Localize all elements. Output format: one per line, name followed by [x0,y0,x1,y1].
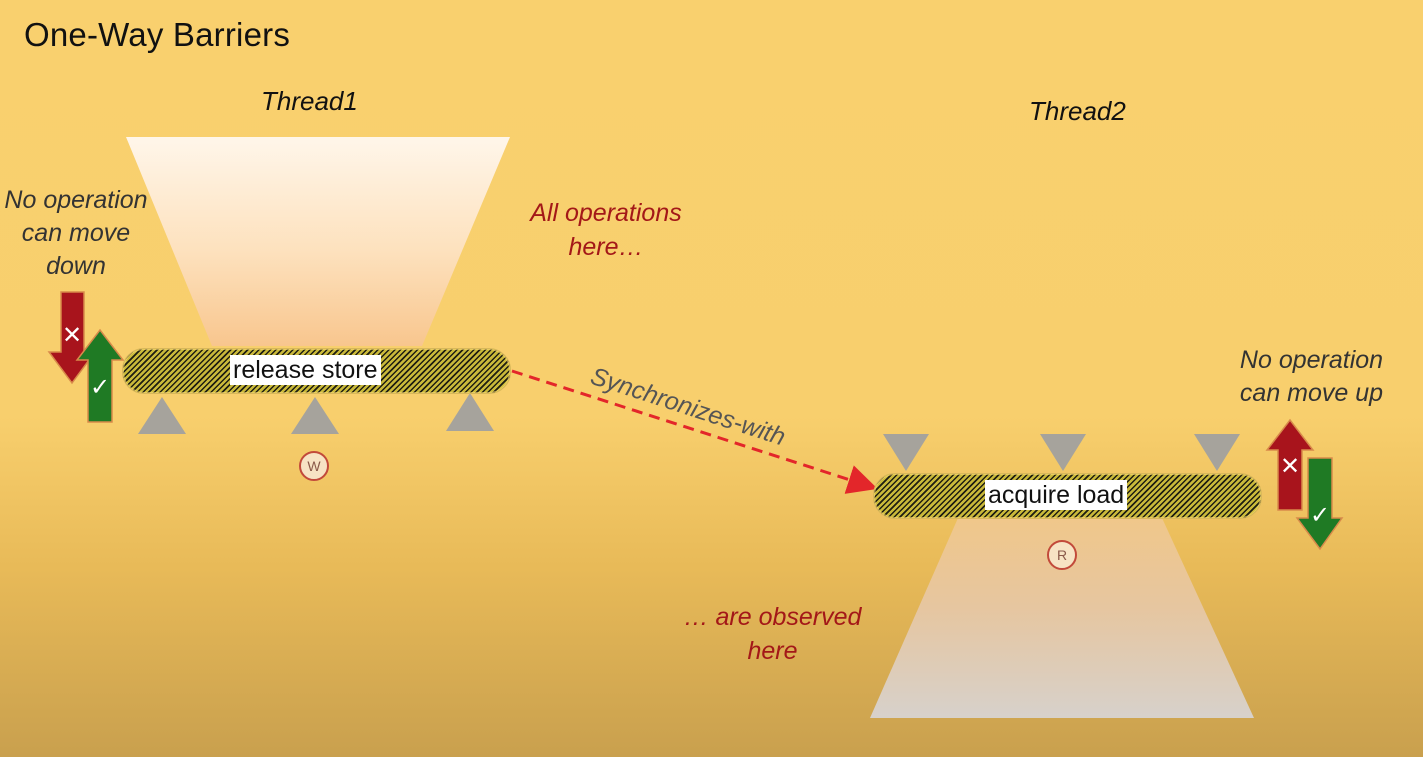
observed-line1: … are observed [683,603,862,631]
thread2-check-icon: ✓ [1310,501,1330,529]
thread2-label: Thread2 [1029,96,1126,126]
thread2-triangle-left [883,434,929,471]
acquire-load-label: acquire load [985,480,1128,510]
thread2-triangle-right [1194,434,1240,471]
thread2-down-arrow-allowed [1295,457,1344,551]
thread1-up-arrow-allowed [75,328,125,423]
thread2-funnel [870,518,1254,718]
thread2-rule-note: No operation can move up [1239,346,1384,407]
observed-line2: here [747,637,798,665]
thread1-check-icon: ✓ [90,373,110,401]
read-marker: R [1047,540,1077,570]
write-marker: W [299,451,329,481]
sync-arrow [511,369,878,494]
all-operations-note: All operations here… [512,196,700,264]
thread1-cross-icon: ✕ [62,321,82,349]
thread1-label: Thread1 [261,86,358,116]
thread2-up-arrow-blocked [1265,418,1315,511]
thread1-triangle-mid [291,397,339,434]
thread1-triangle-right [446,393,494,431]
thread2-triangle-mid [1040,434,1086,471]
observed-note: … are observed here [665,600,880,668]
all-operations-line1: All operations [530,199,682,227]
thread1-funnel [126,137,510,346]
thread1-triangle-left [138,397,186,434]
thread2-cross-icon: ✕ [1280,452,1300,480]
sync-label: Synchronizes-with [587,362,789,451]
thread1-rule-note: No operation can move down [4,186,148,280]
all-operations-line2: here… [568,233,644,261]
slide-title: One-Way Barriers [24,16,291,53]
release-store-label: release store [230,355,381,385]
